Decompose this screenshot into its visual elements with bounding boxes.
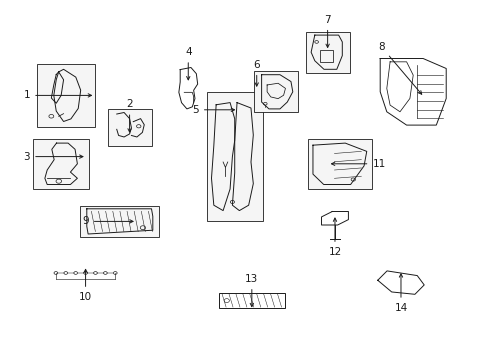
Bar <box>219 293 284 308</box>
Bar <box>33 139 89 189</box>
Text: 2: 2 <box>126 99 133 132</box>
Text: 10: 10 <box>79 269 92 302</box>
Text: 4: 4 <box>184 47 191 80</box>
Text: 14: 14 <box>393 274 407 313</box>
Text: 9: 9 <box>82 216 133 226</box>
Text: 8: 8 <box>377 42 421 94</box>
Text: 12: 12 <box>327 218 341 257</box>
Bar <box>307 139 371 189</box>
Bar <box>320 50 332 62</box>
Text: 5: 5 <box>192 105 234 115</box>
Bar <box>107 109 151 146</box>
Text: 13: 13 <box>244 274 258 307</box>
Text: 7: 7 <box>324 15 330 48</box>
Bar <box>305 32 349 73</box>
Bar <box>37 64 95 127</box>
Text: 3: 3 <box>23 152 83 162</box>
Text: 11: 11 <box>331 159 385 169</box>
Text: 1: 1 <box>23 90 91 100</box>
Bar <box>206 92 262 221</box>
Text: 6: 6 <box>253 60 260 86</box>
Bar <box>254 71 298 112</box>
Bar <box>80 206 159 237</box>
